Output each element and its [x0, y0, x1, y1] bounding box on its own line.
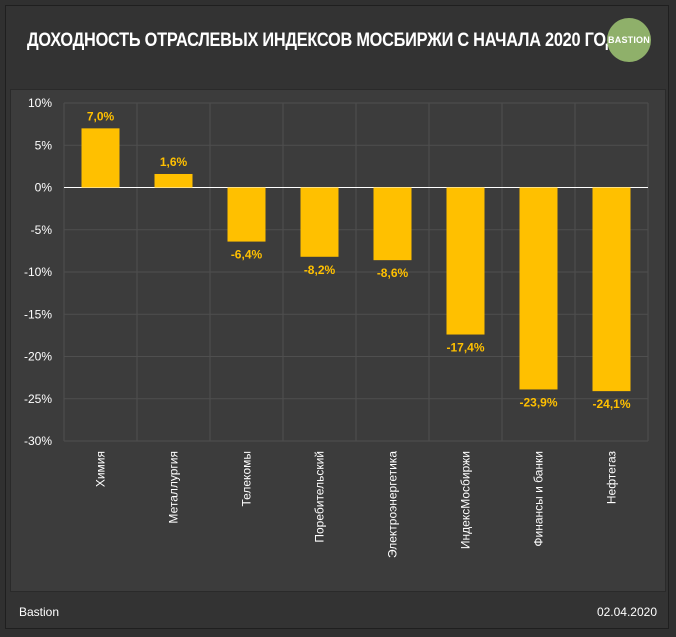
- y-tick-label: -25%: [24, 392, 52, 406]
- bar: [154, 173, 193, 188]
- logo-text: BASTION: [608, 35, 650, 45]
- x-tick-label: Нефтегаз: [605, 451, 619, 505]
- x-tick-label: ИндексМосбиржи: [459, 451, 473, 549]
- data-label: 7,0%: [87, 109, 115, 123]
- bar: [300, 187, 339, 257]
- data-label: -8,2%: [304, 263, 336, 277]
- data-label: -8,6%: [377, 266, 409, 280]
- bastion-logo: BASTION: [607, 18, 651, 62]
- x-tick-label: Электроэнергетика: [386, 451, 400, 558]
- bar: [592, 187, 631, 392]
- y-tick-label: 10%: [28, 96, 52, 110]
- bar: [373, 187, 412, 261]
- bar: [227, 187, 266, 242]
- source-label: Bastion: [19, 605, 60, 619]
- bar: [81, 128, 120, 188]
- date-label: 02.04.2020: [596, 605, 657, 619]
- data-label: -23,9%: [519, 395, 557, 409]
- y-tick-label: -10%: [24, 265, 52, 279]
- data-label: -17,4%: [446, 341, 484, 355]
- y-tick-label: -20%: [24, 350, 52, 364]
- y-tick-label: -15%: [24, 307, 52, 321]
- data-label: -6,4%: [231, 248, 263, 262]
- y-tick-label: 5%: [35, 138, 53, 152]
- y-tick-label: -5%: [31, 223, 53, 237]
- y-tick-label: -30%: [24, 434, 52, 448]
- y-tick-label: 0%: [35, 181, 53, 195]
- bar: [519, 187, 558, 390]
- data-label: 1,6%: [160, 155, 188, 169]
- x-tick-label: Поребительский: [313, 451, 327, 543]
- bar: [446, 187, 485, 335]
- x-tick-label: Телекомы: [240, 451, 254, 507]
- chart-title: ДОХОДНОСТЬ ОТРАСЛЕВЫХ ИНДЕКСОВ МОСБИРЖИ …: [27, 30, 629, 51]
- x-tick-label: Химия: [94, 451, 108, 487]
- x-tick-label: Финансы и банки: [532, 451, 546, 547]
- data-label: -24,1%: [592, 397, 630, 411]
- x-tick-label: Металлургия: [167, 451, 181, 524]
